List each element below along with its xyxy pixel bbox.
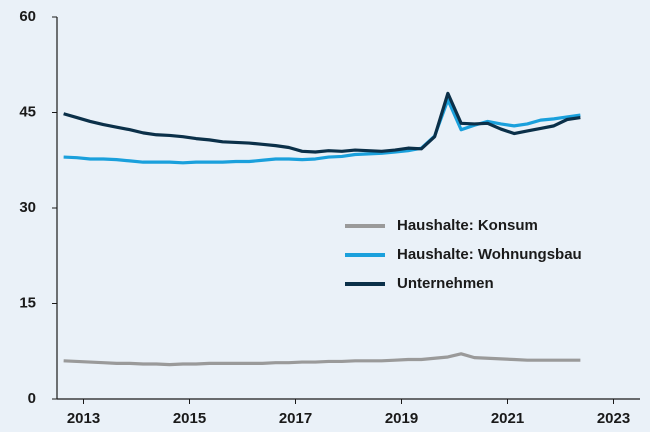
x-tick-label: 2019 xyxy=(385,410,418,427)
y-tick-label: 60 xyxy=(19,8,36,25)
x-tick-label: 2013 xyxy=(67,410,100,427)
legend-label: Haushalte: Konsum xyxy=(397,217,538,234)
line-series xyxy=(63,352,581,367)
x-tick-label: 2023 xyxy=(597,410,630,427)
line-series xyxy=(63,91,581,154)
y-tick-label: 30 xyxy=(19,199,36,216)
legend-label: Haushalte: Wohnungsbau xyxy=(397,246,582,263)
x-tick-label: 2021 xyxy=(491,410,524,427)
x-tick-label: 2015 xyxy=(173,410,206,427)
y-tick-label: 0 xyxy=(28,390,36,407)
line-series xyxy=(63,98,581,165)
y-tick-label: 45 xyxy=(19,103,36,120)
y-tick-label: 15 xyxy=(19,294,36,311)
x-tick-label: 2017 xyxy=(279,410,312,427)
legend-label: Unternehmen xyxy=(397,275,494,292)
